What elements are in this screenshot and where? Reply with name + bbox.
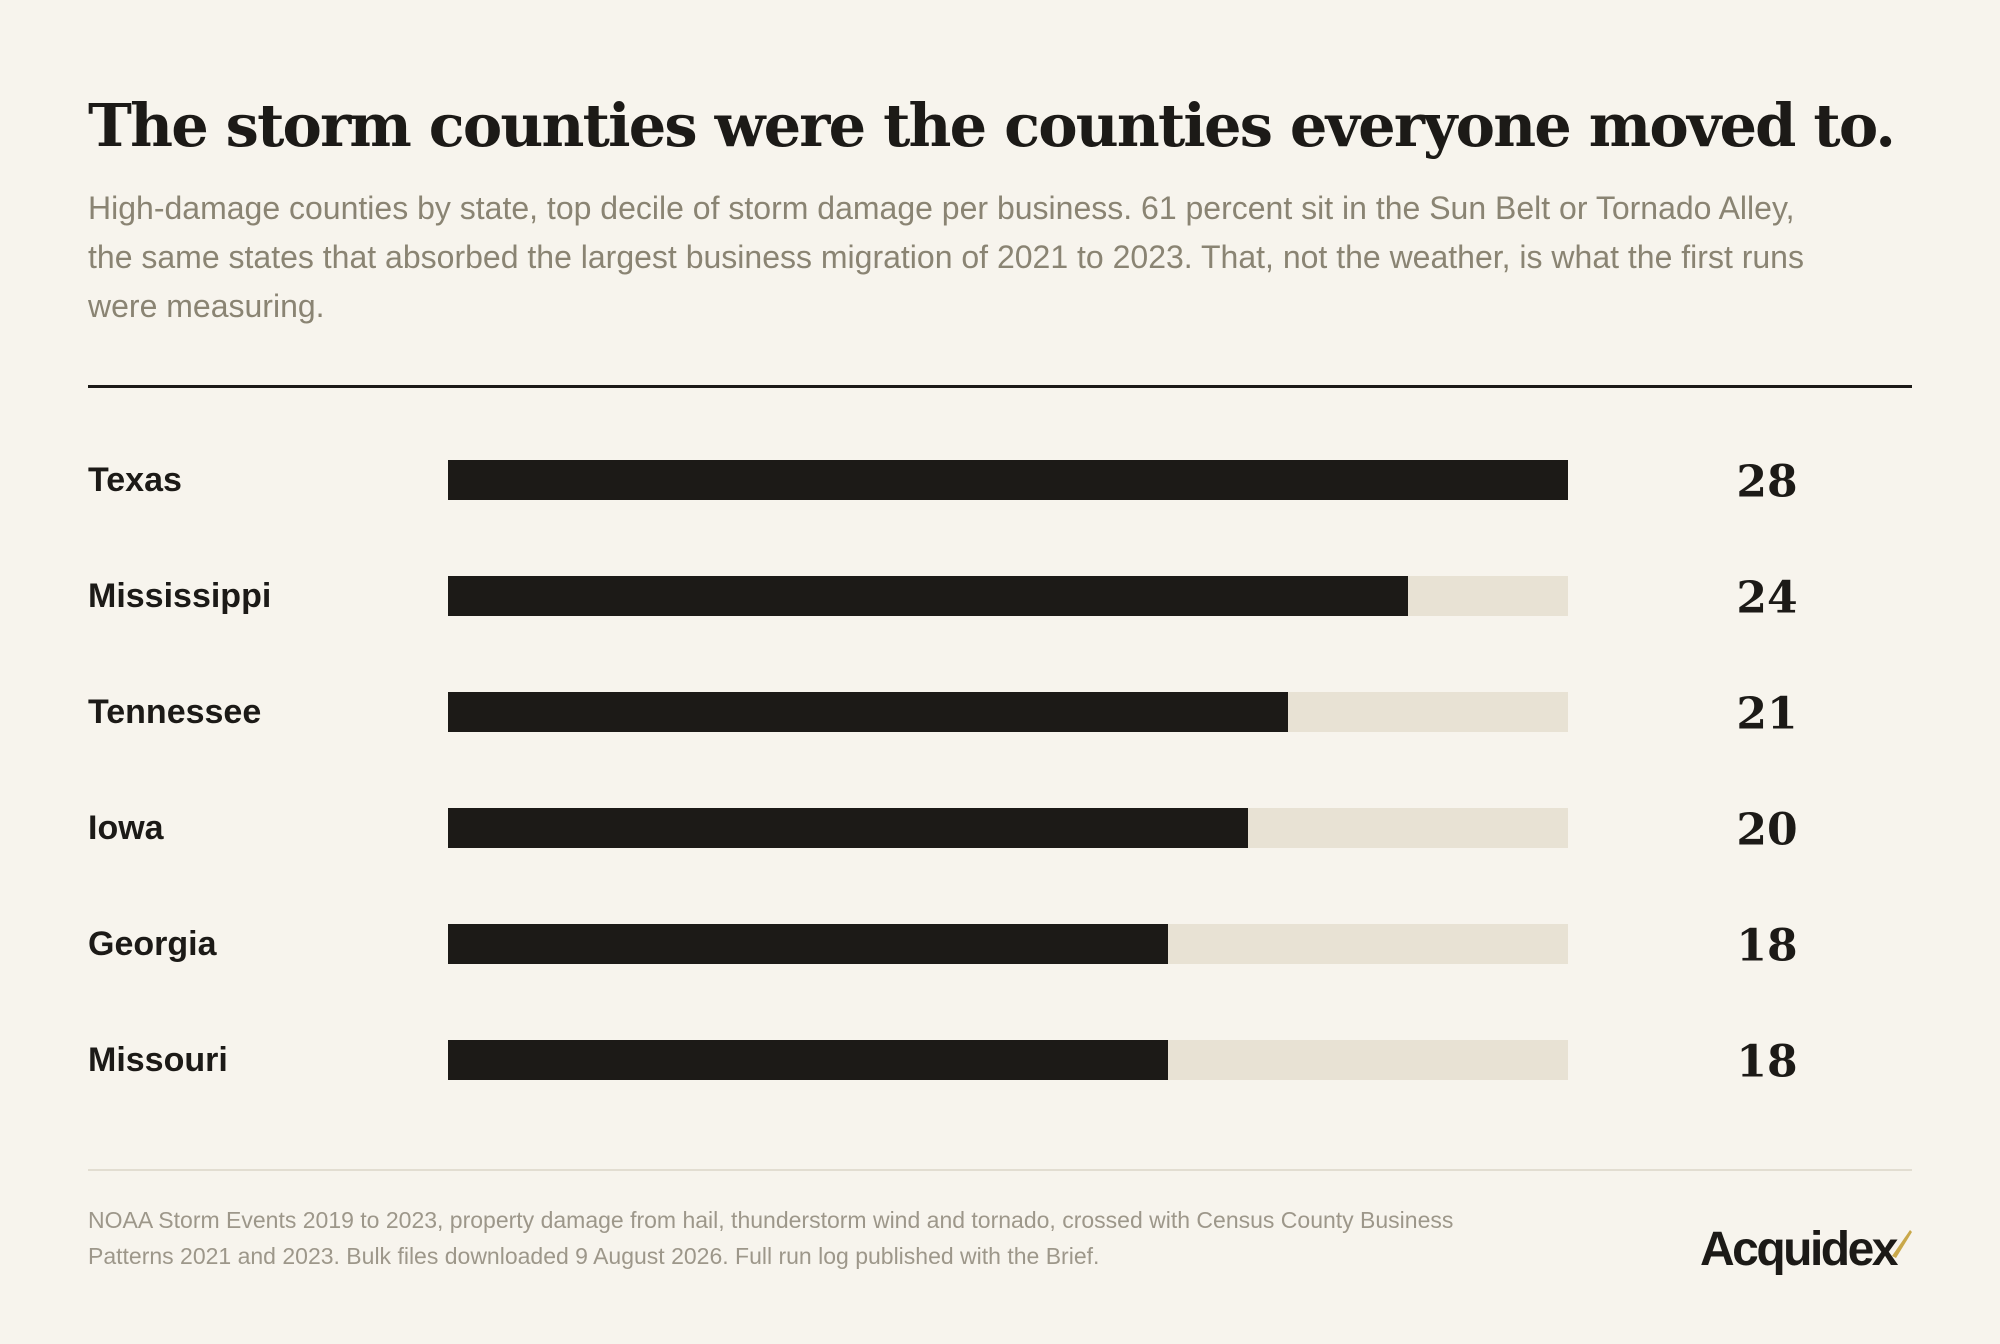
chart-title: The storm counties were the counties eve…	[88, 91, 1896, 160]
value-label: 18	[1736, 1037, 1797, 1088]
value-label: 20	[1736, 805, 1797, 856]
chart-rows: Texas 28 Mississippi 24 Tennessee 21 Iowa 20 Geo…	[88, 457, 1798, 1088]
bottom-divider	[88, 1169, 1912, 1171]
bar	[448, 1040, 1168, 1080]
bar-row: Mississippi 24	[88, 573, 1798, 624]
bar	[448, 924, 1168, 964]
bar	[448, 460, 1568, 500]
bar	[448, 692, 1288, 732]
value-label: 24	[1736, 573, 1797, 624]
category-label: Tennessee	[88, 693, 261, 731]
category-label: Texas	[88, 461, 182, 499]
top-divider	[88, 385, 1912, 388]
bar	[448, 808, 1248, 848]
value-label: 28	[1736, 457, 1797, 508]
chart-subtitle: High-damage counties by state, top decil…	[88, 190, 1804, 324]
category-label: Missouri	[88, 1041, 228, 1079]
bar	[448, 576, 1408, 616]
bar-row: Texas 28	[88, 457, 1798, 508]
brand-name: Acquidex	[1699, 1223, 1899, 1276]
category-label: Iowa	[88, 809, 165, 847]
source-note: NOAA Storm Events 2019 to 2023, property…	[88, 1207, 1454, 1269]
bar-row: Missouri 18	[88, 1037, 1798, 1088]
category-label: Georgia	[88, 925, 218, 963]
bar-row: Georgia 18	[88, 921, 1798, 972]
check-mark-icon	[1892, 1230, 1912, 1258]
category-label: Mississippi	[88, 577, 271, 615]
bar-row: Tennessee 21	[88, 689, 1798, 740]
brand-logo: Acquidex	[1700, 1222, 1912, 1282]
value-label: 18	[1736, 921, 1797, 972]
bar-row: Iowa 20	[88, 805, 1798, 856]
value-label: 21	[1736, 689, 1797, 740]
